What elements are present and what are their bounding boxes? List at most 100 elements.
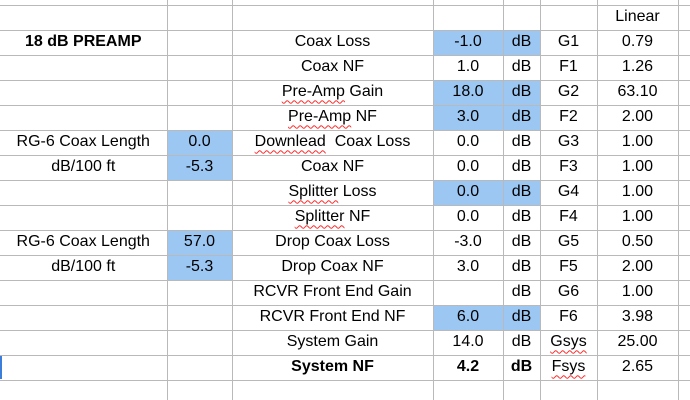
side-value-cell[interactable]: 57.0 (166, 229, 233, 256)
linear-value-cell[interactable]: 1.26 (596, 54, 679, 81)
empty-cell (166, 4, 233, 31)
code-cell[interactable]: G3 (539, 129, 598, 156)
linear-value-cell[interactable]: 3.98 (596, 304, 679, 331)
value-cell[interactable]: 0.0 (432, 154, 504, 181)
unit-cell[interactable]: dB (502, 129, 541, 156)
unit-cell[interactable]: dB (502, 304, 541, 331)
row-label-cell[interactable]: Splitter Loss (231, 179, 434, 206)
row-label-cell[interactable]: Splitter NF (231, 204, 434, 231)
side-label-cell[interactable]: dB/100 ft (0, 154, 168, 181)
code-cell[interactable]: F4 (539, 204, 598, 231)
unit-cell[interactable]: dB (502, 279, 541, 306)
unit-cell[interactable]: dB (502, 54, 541, 81)
empty-cell (677, 254, 690, 281)
value-cell[interactable]: -1.0 (432, 29, 504, 56)
table-row-rcvr-front-end-gain: RCVR Front End Gain dB G6 1.00 (0, 279, 690, 306)
value-cell[interactable]: 4.2 (432, 354, 504, 381)
code-label: G4 (557, 183, 580, 201)
row-label-cell[interactable]: Drop Coax NF (231, 254, 434, 281)
side-value-cell[interactable]: 0.0 (166, 129, 233, 156)
linear-value-cell[interactable]: 0.50 (596, 229, 679, 256)
table-row-coax-loss: 18 dB PREAMP Coax Loss -1.0 dB G1 0.79 (0, 29, 690, 56)
row-label-cell[interactable]: Drop Coax Loss (231, 229, 434, 256)
code-cell[interactable]: G5 (539, 229, 598, 256)
linear-value-cell[interactable]: 1.00 (596, 179, 679, 206)
code-label: G5 (557, 233, 580, 251)
side-value-cell[interactable]: -5.3 (166, 154, 233, 181)
row-label-cell[interactable]: Coax NF (231, 54, 434, 81)
side-label-cell[interactable]: RG-6 Coax Length (0, 229, 168, 256)
linear-value-cell[interactable]: 1.00 (596, 279, 679, 306)
row-label-cell[interactable]: Coax NF (231, 154, 434, 181)
empty-cell (166, 104, 233, 131)
unit-cell[interactable]: dB (502, 79, 541, 106)
row-label-cell[interactable]: RCVR Front End Gain (231, 279, 434, 306)
unit-cell[interactable]: dB (502, 329, 541, 356)
code-label: G6 (557, 283, 580, 301)
value-cell[interactable] (432, 279, 504, 306)
empty-cell (432, 379, 504, 400)
side-label-cell[interactable]: RG-6 Coax Length (0, 129, 168, 156)
unit-cell[interactable]: dB (502, 204, 541, 231)
value-cell[interactable]: 18.0 (432, 79, 504, 106)
empty-cell (677, 129, 690, 156)
table-row-preamp-gain: Pre-Amp Gain 18.0 dB G2 63.10 (0, 79, 690, 106)
code-cell[interactable]: F3 (539, 154, 598, 181)
value-cell[interactable]: 0.0 (432, 179, 504, 206)
row-label: RCVR Front End NF (259, 308, 406, 326)
value-cell[interactable]: 6.0 (432, 304, 504, 331)
value-cell[interactable]: -3.0 (432, 229, 504, 256)
code-cell[interactable]: F1 (539, 54, 598, 81)
code-cell[interactable]: G6 (539, 279, 598, 306)
row-label-cell[interactable]: System NF (231, 354, 434, 381)
code-cell[interactable]: G2 (539, 79, 598, 106)
table-row-splitter-loss: Splitter Loss 0.0 dB G4 1.00 (0, 179, 690, 206)
unit-cell[interactable]: dB (502, 104, 541, 131)
code-cell[interactable]: Gsys (539, 329, 598, 356)
unit-cell[interactable]: dB (502, 229, 541, 256)
unit-cell[interactable]: dB (502, 154, 541, 181)
value-cell[interactable]: 0.0 (432, 129, 504, 156)
code-cell[interactable]: G1 (539, 29, 598, 56)
row-label-cell[interactable]: Downlead Coax Loss (231, 129, 434, 156)
empty-cell (432, 4, 504, 31)
unit-cell[interactable]: dB (502, 254, 541, 281)
code-cell[interactable]: F6 (539, 304, 598, 331)
value-cell[interactable]: 1.0 (432, 54, 504, 81)
misspelled-word: Downlead (254, 133, 326, 151)
code-cell[interactable]: G4 (539, 179, 598, 206)
unit-cell[interactable]: dB (502, 179, 541, 206)
linear-value-cell[interactable]: 1.00 (596, 129, 679, 156)
linear-value-cell[interactable]: 1.00 (596, 204, 679, 231)
row-label-cell[interactable]: Coax Loss (231, 29, 434, 56)
unit-cell[interactable]: dB (502, 29, 541, 56)
code-cell[interactable]: F5 (539, 254, 598, 281)
misspelled-code: Fsys (551, 358, 586, 376)
row-label-cell[interactable]: System Gain (231, 329, 434, 356)
unit-cell[interactable]: dB (502, 354, 541, 381)
value-cell[interactable]: 14.0 (432, 329, 504, 356)
side-label-cell[interactable]: dB/100 ft (0, 254, 168, 281)
linear-value-cell[interactable]: 25.00 (596, 329, 679, 356)
row-label-cell[interactable]: Pre-Amp Gain (231, 79, 434, 106)
code-cell[interactable]: F2 (539, 104, 598, 131)
side-value-cell[interactable]: -5.3 (166, 254, 233, 281)
table-row-downlead-coax-nf: dB/100 ft -5.3 Coax NF 0.0 dB F3 1.00 (0, 154, 690, 181)
linear-value-cell[interactable]: 0.79 (596, 29, 679, 56)
preamp-note-cell[interactable]: 18 dB PREAMP (0, 29, 168, 56)
linear-value-cell[interactable]: 1.00 (596, 154, 679, 181)
code-cell[interactable]: Fsys (539, 354, 598, 381)
row-label: System NF (291, 358, 374, 376)
linear-value-cell[interactable]: 2.00 (596, 104, 679, 131)
row-label-cell[interactable]: Pre-Amp NF (231, 104, 434, 131)
linear-value-cell[interactable]: 63.10 (596, 79, 679, 106)
value-cell[interactable]: 0.0 (432, 204, 504, 231)
empty-cell (0, 104, 168, 131)
table-row-downlead-coax-loss: RG-6 Coax Length 0.0 Downlead Coax Loss … (0, 129, 690, 156)
value-cell[interactable]: 3.0 (432, 104, 504, 131)
linear-value-cell[interactable]: 2.00 (596, 254, 679, 281)
linear-value-cell[interactable]: 2.65 (596, 354, 679, 381)
row-label-cell[interactable]: RCVR Front End NF (231, 304, 434, 331)
value-cell[interactable]: 3.0 (432, 254, 504, 281)
linear-column-header[interactable]: Linear (596, 4, 679, 31)
